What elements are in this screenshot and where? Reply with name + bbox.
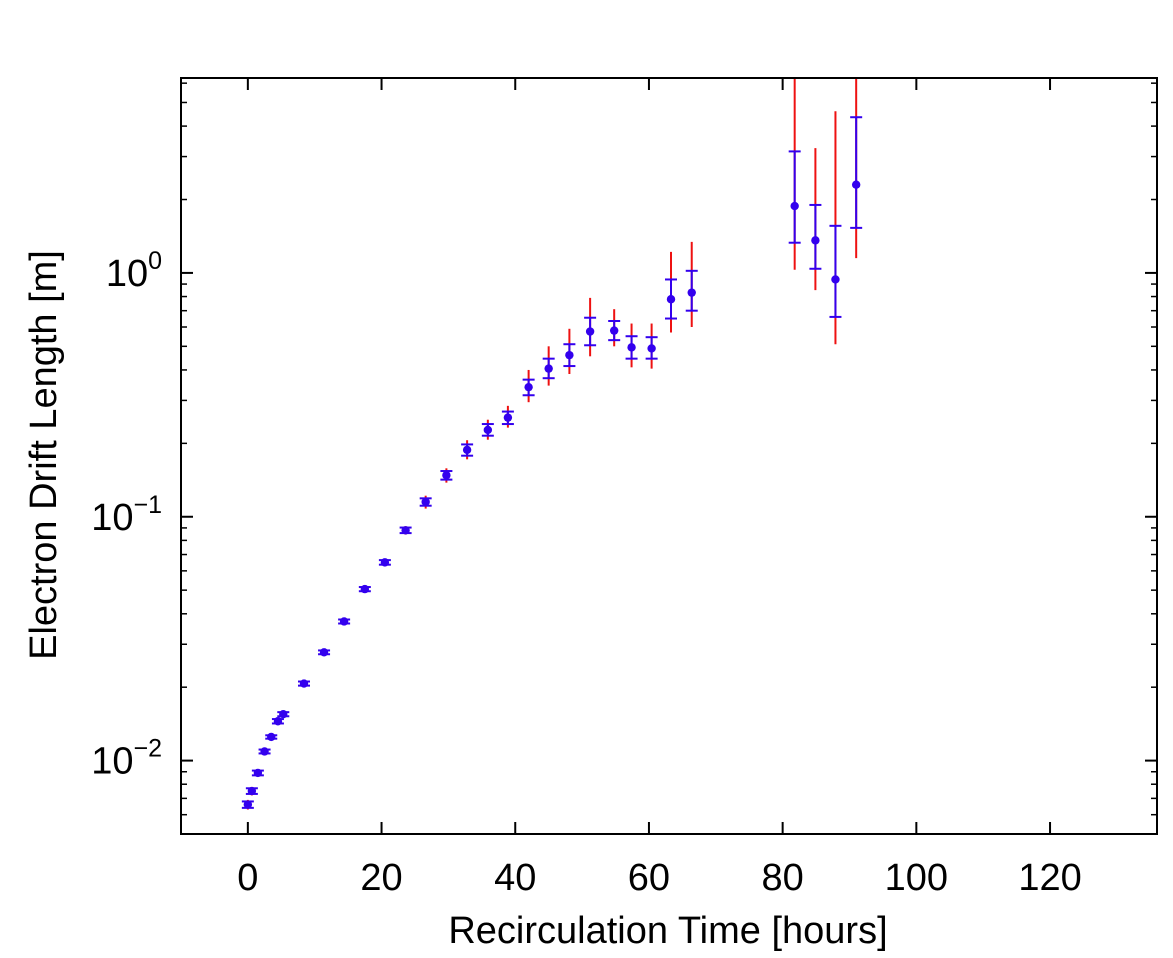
data-point (442, 471, 451, 480)
x-axis-title: Recirculation Time [hours] (448, 910, 887, 952)
data-point (279, 709, 288, 719)
x-tick-label: 40 (494, 857, 536, 899)
plot-frame (180, 77, 1158, 835)
data-point (790, 201, 799, 211)
y-axis-title: Electron Drift Length [m] (23, 250, 65, 660)
data-point (565, 350, 574, 360)
data-point (360, 584, 370, 594)
data-point (273, 717, 283, 726)
x-tick-label: 0 (237, 857, 258, 899)
data-marks (241, 78, 863, 810)
data-point (503, 413, 513, 422)
data-point (339, 617, 349, 626)
y-tick-label-base: 10 (106, 253, 148, 295)
data-point (585, 327, 595, 336)
y-tick-label-exponent: −2 (133, 735, 162, 763)
data-point (647, 344, 656, 353)
y-tick-label-exponent: −1 (133, 491, 162, 519)
data-point (243, 800, 253, 809)
data-point (609, 326, 619, 335)
data-point (483, 425, 493, 435)
y-tick-label-base: 10 (91, 497, 133, 539)
data-point (299, 679, 309, 688)
data-point (253, 768, 263, 778)
data-point (544, 364, 553, 373)
y-tick-label-base: 10 (91, 741, 133, 783)
data-point (687, 288, 696, 297)
data-point (811, 236, 820, 245)
y-tick-label: 10−1 (91, 491, 162, 539)
y-tick-label: 100 (106, 247, 162, 295)
data-point (319, 648, 329, 657)
data-point (666, 295, 676, 304)
x-tick-label: 20 (360, 857, 402, 899)
y-tick-label-exponent: 0 (148, 247, 162, 275)
y-tick-label: 10−2 (91, 735, 162, 783)
data-point (380, 558, 390, 567)
data-point (831, 275, 840, 284)
data-point (421, 497, 430, 507)
x-tick-label: 60 (628, 857, 670, 899)
x-tick-label: 120 (1018, 857, 1081, 899)
data-point (524, 382, 533, 392)
data-point (462, 445, 472, 455)
x-tick-label: 100 (885, 857, 948, 899)
data-point (260, 747, 269, 756)
data-point (401, 526, 410, 535)
x-tick-label: 80 (762, 857, 804, 899)
data-point (851, 180, 861, 189)
data-point (267, 732, 276, 742)
data-point (627, 343, 636, 352)
data-point (247, 786, 257, 796)
